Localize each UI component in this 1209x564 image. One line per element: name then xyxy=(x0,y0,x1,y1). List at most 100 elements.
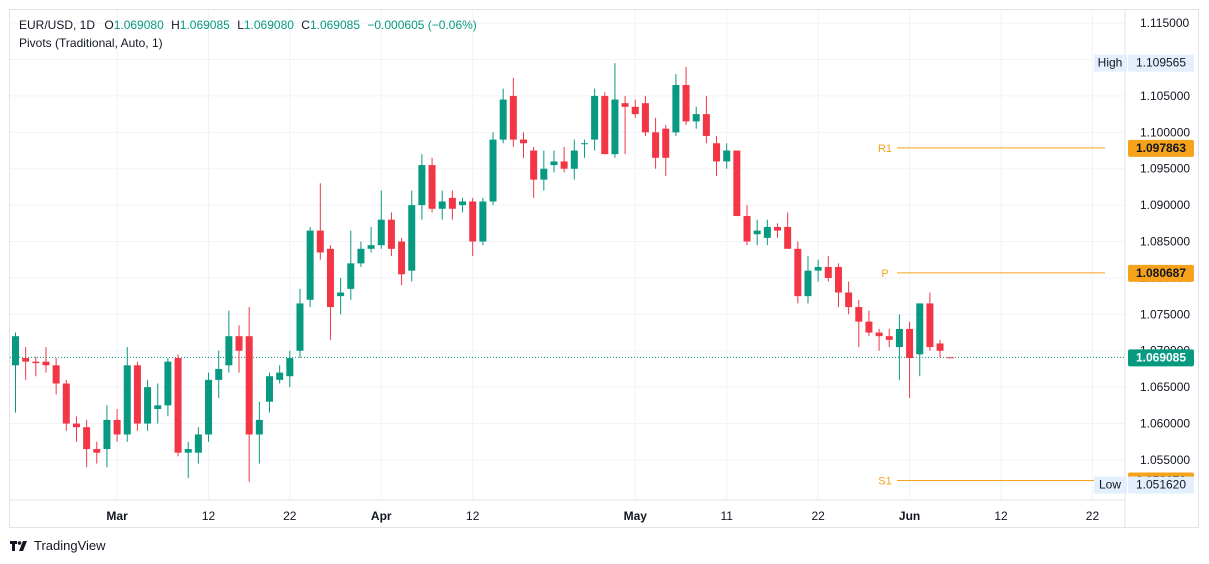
legend-symbol[interactable]: EUR/USD, 1D xyxy=(19,18,96,32)
candle-body[interactable] xyxy=(144,387,152,424)
candle-body[interactable] xyxy=(682,84,690,122)
candle-body[interactable] xyxy=(266,376,273,402)
candle-body[interactable] xyxy=(306,230,314,300)
candle-body[interactable] xyxy=(865,321,873,333)
candle-body[interactable] xyxy=(926,303,934,348)
candle-body[interactable] xyxy=(520,139,527,144)
candle-body[interactable] xyxy=(753,230,761,235)
candle-body[interactable] xyxy=(164,361,172,406)
candle-body[interactable] xyxy=(428,165,436,209)
candle-body[interactable] xyxy=(387,219,395,249)
candle-body[interactable] xyxy=(296,303,304,351)
candle-body[interactable] xyxy=(52,365,60,384)
candle-body[interactable] xyxy=(906,328,914,359)
candle-body[interactable] xyxy=(499,99,507,140)
tradingview-logo[interactable]: TradingView xyxy=(10,538,106,553)
candle-body[interactable] xyxy=(845,292,853,308)
candle-body[interactable] xyxy=(570,150,578,169)
candle-body[interactable] xyxy=(601,95,609,155)
candle-body[interactable] xyxy=(418,165,426,206)
candle-body[interactable] xyxy=(408,205,416,271)
candle-body[interactable] xyxy=(154,405,162,409)
candle-body[interactable] xyxy=(123,365,131,435)
candle-body[interactable] xyxy=(316,230,324,253)
candle-body[interactable] xyxy=(235,336,243,351)
candle-body[interactable] xyxy=(560,161,568,169)
candle-body[interactable] xyxy=(286,358,294,377)
candle-body[interactable] xyxy=(946,357,954,359)
y-tick-label: 1.075000 xyxy=(1140,307,1190,321)
candle-body[interactable] xyxy=(895,328,903,348)
candle-body[interactable] xyxy=(794,248,802,297)
candle-body[interactable] xyxy=(662,128,670,158)
candle-body[interactable] xyxy=(916,303,924,355)
candle-body[interactable] xyxy=(113,419,121,435)
candle-body[interactable] xyxy=(814,267,822,271)
candle-body[interactable] xyxy=(93,449,101,453)
chart-frame[interactable] xyxy=(9,9,1199,528)
candle-body[interactable] xyxy=(459,201,467,206)
candle-body[interactable] xyxy=(550,161,558,166)
candle-body[interactable] xyxy=(824,267,832,278)
candle-body[interactable] xyxy=(469,201,477,242)
candle-body[interactable] xyxy=(540,168,548,180)
candle-body[interactable] xyxy=(885,336,893,340)
candle-body[interactable] xyxy=(337,292,345,297)
candle-body[interactable] xyxy=(733,150,741,217)
candle-body[interactable] xyxy=(326,248,334,308)
candle-body[interactable] xyxy=(225,336,233,366)
candle-body[interactable] xyxy=(641,103,649,133)
candle-body[interactable] xyxy=(631,106,639,115)
candle-body[interactable] xyxy=(347,263,355,289)
candle-body[interactable] xyxy=(62,383,70,424)
candle-body[interactable] xyxy=(702,114,710,136)
candle-body[interactable] xyxy=(276,372,284,380)
candle-body[interactable] xyxy=(834,267,842,293)
candle-body[interactable] xyxy=(936,343,944,351)
candle-body[interactable] xyxy=(530,150,538,180)
candle-body[interactable] xyxy=(652,132,660,158)
candle-body[interactable] xyxy=(479,201,487,242)
candle-body[interactable] xyxy=(804,270,812,297)
candle-body[interactable] xyxy=(448,197,456,209)
candle-body[interactable] xyxy=(215,368,223,380)
candle-body[interactable] xyxy=(133,365,141,424)
candle-body[interactable] xyxy=(763,226,771,238)
indicator-label[interactable]: Pivots (Traditional, Auto, 1) xyxy=(19,36,163,50)
candle-body[interactable] xyxy=(692,114,700,122)
candle-body[interactable] xyxy=(184,449,192,453)
candle-body[interactable] xyxy=(713,143,721,162)
candle-body[interactable] xyxy=(875,332,883,337)
candle-body[interactable] xyxy=(72,423,80,428)
candle-body[interactable] xyxy=(205,379,213,435)
candle-body[interactable] xyxy=(784,226,792,249)
candle-body[interactable] xyxy=(611,99,619,155)
candle-body[interactable] xyxy=(621,103,629,107)
candle-body[interactable] xyxy=(42,361,50,366)
candle-body[interactable] xyxy=(855,307,863,322)
candle-body[interactable] xyxy=(509,95,517,140)
candle-body[interactable] xyxy=(255,419,263,435)
candle-body[interactable] xyxy=(103,419,111,450)
candle-body[interactable] xyxy=(377,219,385,246)
candle-body[interactable] xyxy=(672,84,680,133)
candle-body[interactable] xyxy=(591,95,599,140)
candle-body[interactable] xyxy=(367,245,375,249)
candle-body[interactable] xyxy=(12,336,19,366)
indicator-legend[interactable]: Pivots (Traditional, Auto, 1) xyxy=(19,36,163,50)
candle-body[interactable] xyxy=(83,427,91,450)
candle-body[interactable] xyxy=(194,434,202,453)
candle-body[interactable] xyxy=(357,248,365,264)
candle-body[interactable] xyxy=(580,143,588,145)
candle-body[interactable] xyxy=(438,201,446,209)
candle-body[interactable] xyxy=(774,226,781,231)
candle-body[interactable] xyxy=(723,150,731,162)
candle-body[interactable] xyxy=(398,241,406,275)
candle-body[interactable] xyxy=(32,361,40,364)
candle-body[interactable] xyxy=(174,358,182,453)
candle-body[interactable] xyxy=(743,216,751,242)
candle-body[interactable] xyxy=(22,358,30,362)
candle-body[interactable] xyxy=(245,336,253,435)
candle-body[interactable] xyxy=(489,139,497,202)
